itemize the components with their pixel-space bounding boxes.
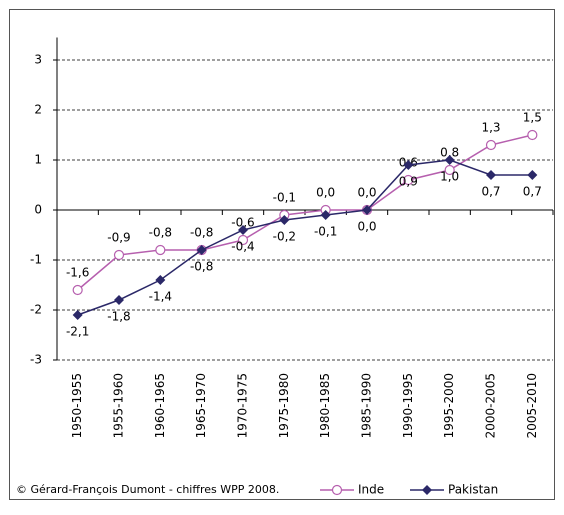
data-label: -2,1 bbox=[66, 325, 89, 339]
data-label: -0,4 bbox=[231, 240, 254, 254]
point bbox=[196, 245, 207, 255]
x-tick-label: 1955-1960 bbox=[112, 373, 126, 438]
data-label: 0,0 bbox=[357, 186, 376, 200]
data-label: 1,0 bbox=[440, 170, 459, 184]
point bbox=[279, 215, 290, 225]
y-tick-label: -2 bbox=[30, 303, 42, 317]
x-tick-label: 1960-1965 bbox=[153, 373, 167, 438]
point bbox=[114, 295, 124, 305]
point bbox=[72, 310, 83, 320]
point bbox=[362, 205, 372, 215]
legend-label: Inde bbox=[358, 483, 384, 497]
x-tick-label: 1995-2000 bbox=[442, 373, 456, 438]
data-label: -0,8 bbox=[190, 260, 213, 274]
point bbox=[155, 244, 166, 256]
chart-frame bbox=[9, 9, 555, 500]
point bbox=[113, 249, 125, 261]
y-tick-label: -3 bbox=[30, 353, 42, 367]
x-tick-label: 1970-1975 bbox=[236, 373, 250, 438]
y-tick-label: 1 bbox=[34, 153, 42, 167]
data-label: -0,1 bbox=[273, 191, 296, 205]
data-label: 1,5 bbox=[523, 111, 542, 125]
x-tick-label: 1980-1985 bbox=[318, 373, 332, 438]
data-label: -0,9 bbox=[107, 231, 130, 245]
data-label: -0,1 bbox=[314, 225, 337, 239]
data-label: -1,4 bbox=[149, 290, 172, 304]
point bbox=[403, 174, 414, 186]
y-tick-label: -1 bbox=[30, 253, 42, 267]
x-tick-label: 1985-1990 bbox=[360, 373, 374, 438]
x-tick-label: 1975-1980 bbox=[277, 373, 291, 438]
series-line bbox=[77, 159, 533, 316]
data-label: -0,8 bbox=[190, 226, 213, 240]
data-label: 0,8 bbox=[440, 146, 459, 160]
x-tick-label: 1950-1955 bbox=[70, 373, 84, 438]
data-label: 0,0 bbox=[316, 186, 335, 200]
point bbox=[486, 170, 496, 180]
point bbox=[155, 275, 166, 285]
point bbox=[444, 155, 455, 165]
point bbox=[320, 210, 331, 220]
data-label: 1,3 bbox=[481, 121, 500, 135]
point bbox=[485, 139, 497, 151]
data-label: -1,6 bbox=[66, 266, 89, 280]
x-tick-label: 2005-2010 bbox=[525, 373, 539, 438]
x-tick-label: 2000-2005 bbox=[484, 373, 498, 438]
point bbox=[331, 484, 343, 496]
data-label: 0,7 bbox=[523, 185, 542, 199]
point bbox=[444, 164, 455, 176]
point bbox=[527, 170, 538, 180]
x-tick-label: 1965-1970 bbox=[194, 373, 208, 438]
legend-label: Pakistan bbox=[448, 483, 498, 497]
data-label: 0,9 bbox=[399, 175, 418, 189]
data-label: -0,8 bbox=[149, 226, 172, 240]
point bbox=[422, 485, 432, 495]
data-label: 0,7 bbox=[481, 185, 500, 199]
source-note: © Gérard-François Dumont - chiffres WPP … bbox=[16, 483, 279, 496]
y-tick-label: 0 bbox=[34, 203, 42, 217]
point bbox=[238, 225, 248, 235]
data-label: -0,2 bbox=[273, 230, 296, 244]
y-tick-label: 2 bbox=[34, 103, 42, 117]
point bbox=[237, 234, 249, 246]
point bbox=[403, 160, 414, 170]
x-tick-label: 1990-1995 bbox=[401, 373, 415, 438]
data-label: -0,6 bbox=[231, 216, 254, 230]
series-line bbox=[77, 134, 533, 291]
y-tick-label: 3 bbox=[34, 53, 42, 67]
data-label: -1,8 bbox=[107, 310, 130, 324]
data-label: 0,0 bbox=[357, 220, 376, 234]
point bbox=[72, 284, 83, 296]
point bbox=[527, 129, 538, 141]
